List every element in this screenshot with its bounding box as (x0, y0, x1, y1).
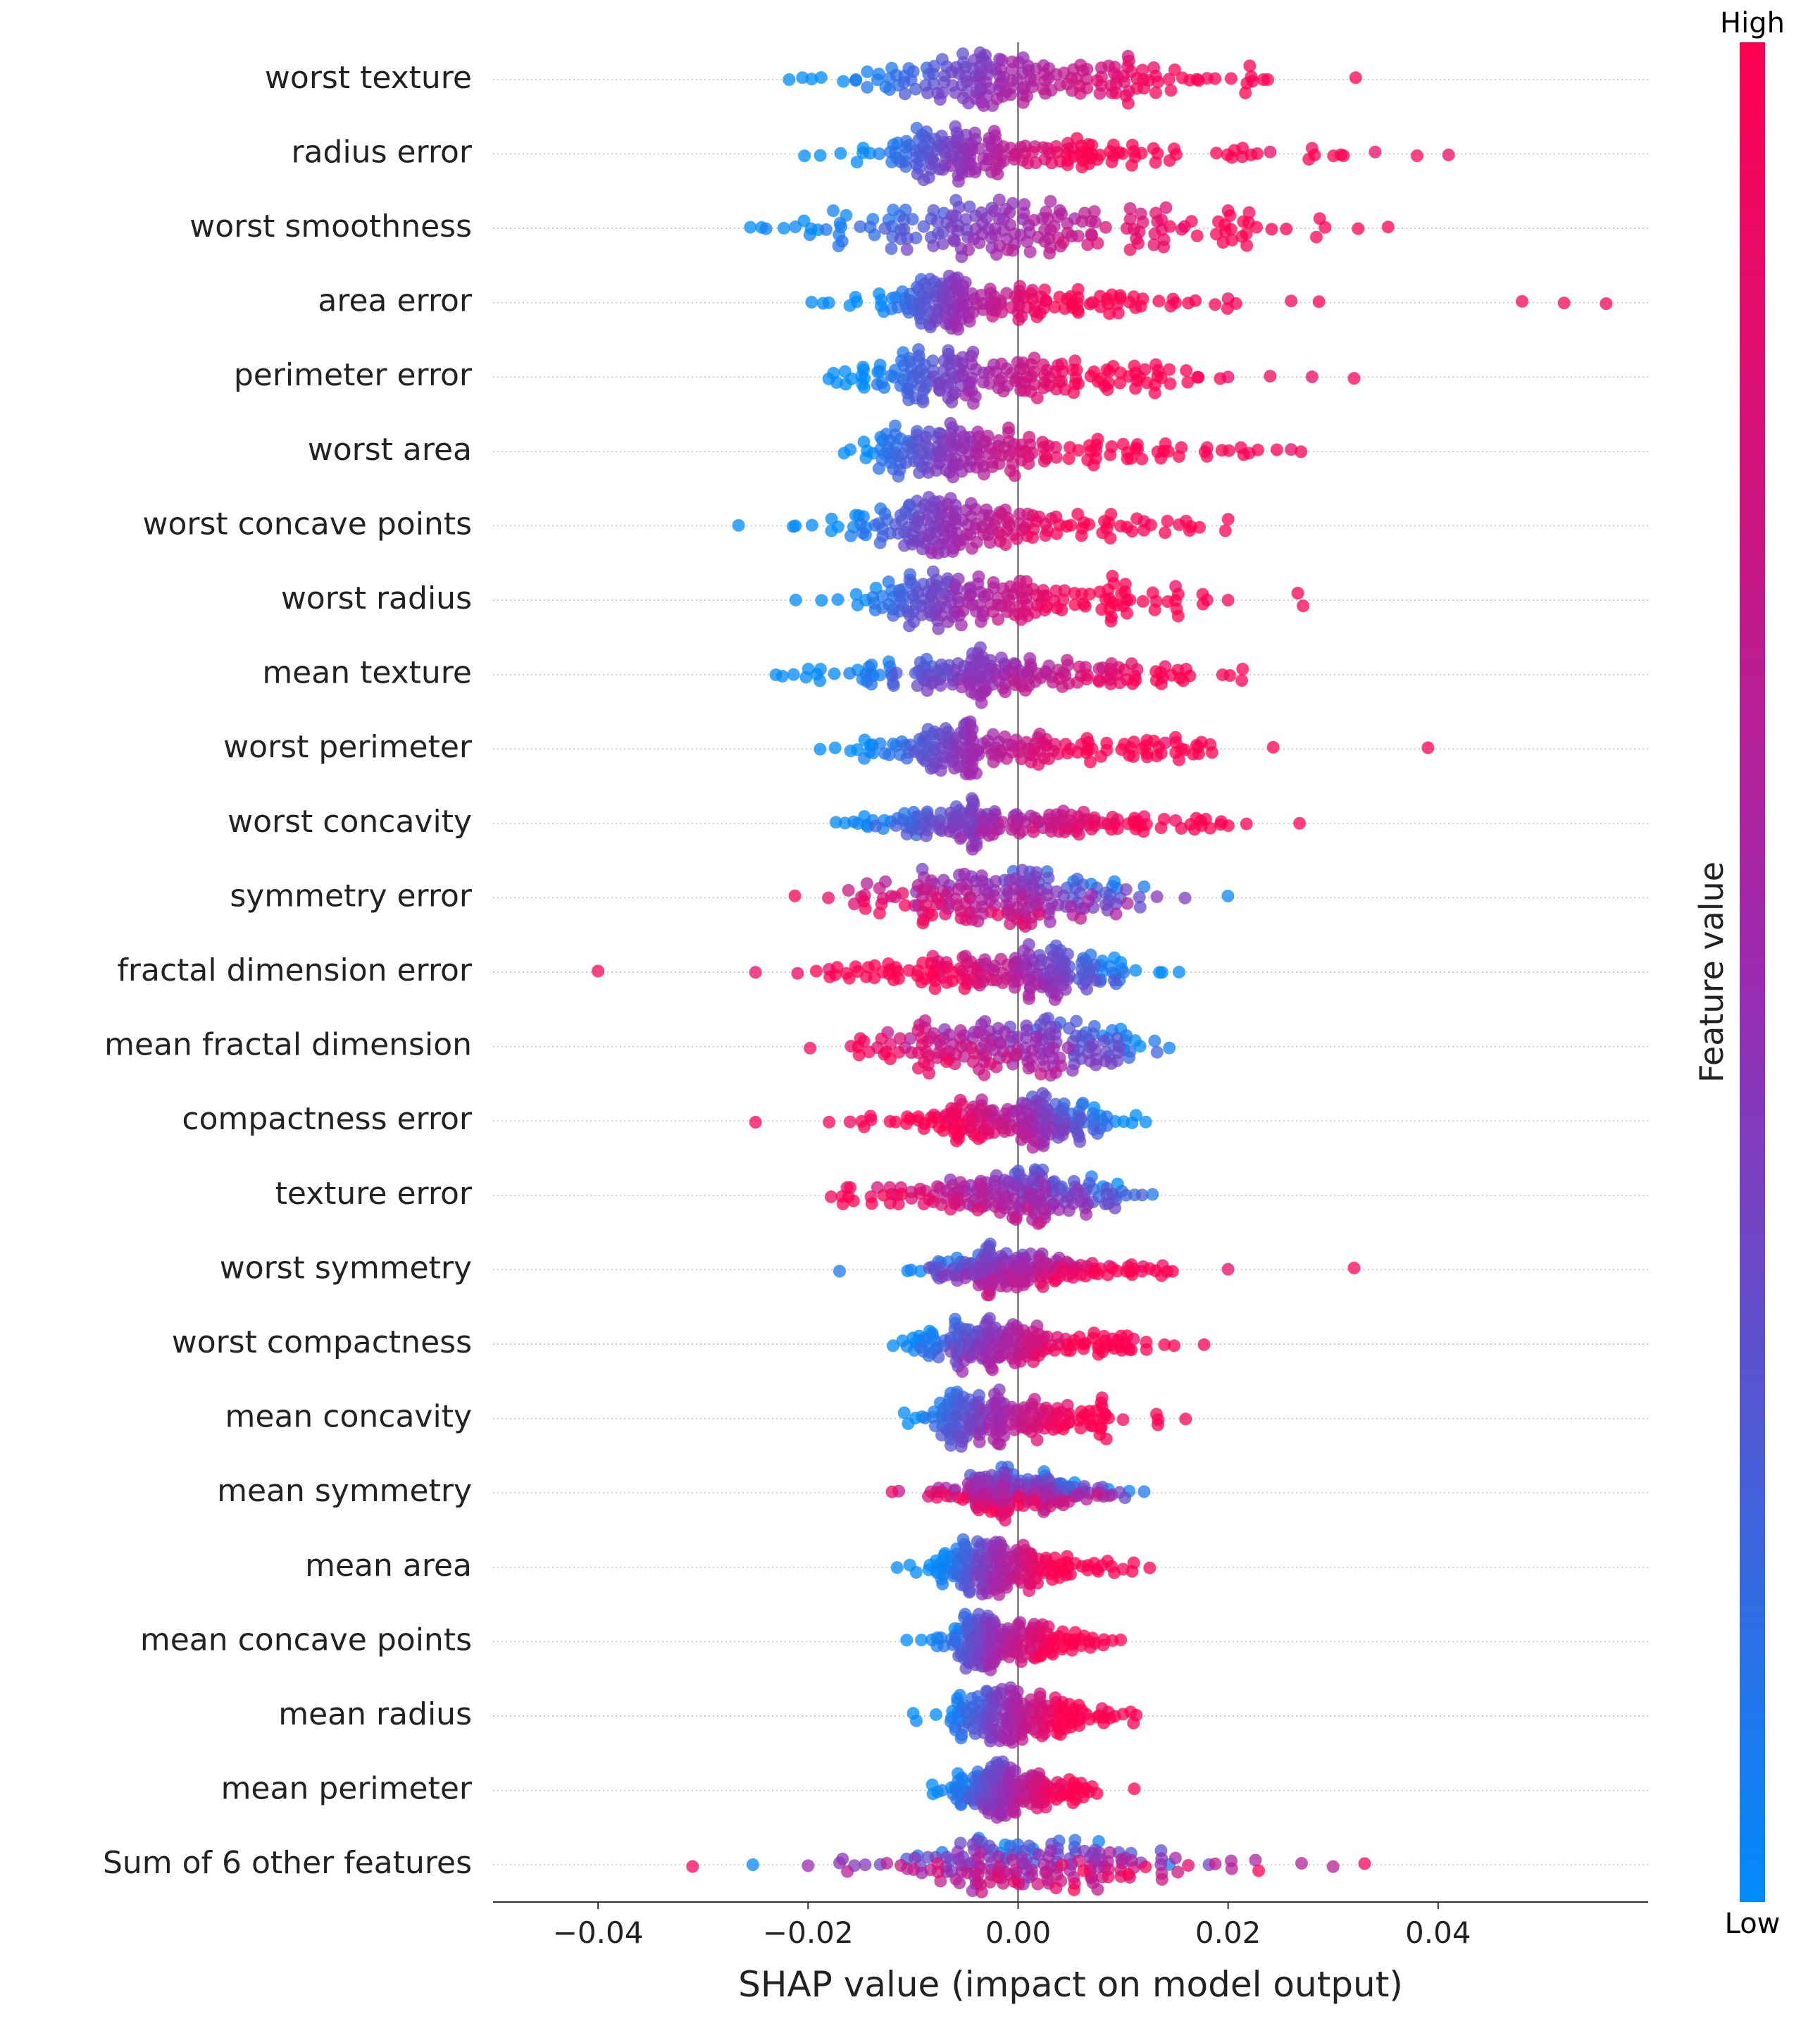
feature-label: worst concavity (228, 804, 472, 840)
x-tick-label: 0.02 (1195, 1915, 1261, 1950)
feature-label: mean fractal dimension (104, 1027, 472, 1063)
feature-label: fractal dimension error (117, 952, 473, 988)
feature-label: mean radius (278, 1696, 472, 1732)
feature-label: mean area (305, 1548, 472, 1584)
x-axis-label: SHAP value (impact on model output) (738, 1964, 1403, 2005)
feature-label: symmetry error (230, 878, 473, 914)
feature-label: worst smoothness (189, 209, 472, 244)
x-tick-label: 0.04 (1405, 1915, 1471, 1950)
feature-label: worst area (308, 432, 472, 468)
feature-label: worst perimeter (223, 729, 473, 765)
feature-label: worst compactness (172, 1324, 472, 1360)
feature-label: worst radius (281, 580, 472, 616)
colorbar-axis-label: Feature value (1693, 862, 1731, 1083)
shap-svg: worst texture radius error worst smoothnes… (0, 0, 1820, 2026)
feature-label: area error (318, 283, 473, 319)
shap-summary-plot: worst texture radius error worst smoothnes… (0, 0, 1820, 2026)
x-tick-label: 0.00 (985, 1915, 1052, 1950)
feature-label: mean symmetry (217, 1473, 472, 1509)
feature-label: mean concave points (140, 1622, 472, 1658)
feature-label: worst texture (265, 60, 472, 96)
feature-label: mean texture (262, 655, 472, 691)
feature-label: mean perimeter (221, 1771, 473, 1807)
feature-label: radius error (291, 134, 472, 170)
colorbar-low-label: Low (1725, 1908, 1781, 1940)
colorbar-high-label: High (1720, 7, 1785, 39)
feature-label: perimeter error (234, 357, 473, 393)
feature-label: worst symmetry (220, 1250, 472, 1286)
feature-label: compactness error (182, 1101, 473, 1137)
feature-label: Sum of 6 other features (103, 1845, 472, 1881)
feature-label: texture error (275, 1176, 473, 1212)
x-tick-label: −0.02 (763, 1915, 854, 1950)
feature-label: worst concave points (142, 506, 472, 542)
feature-label: mean concavity (225, 1399, 472, 1435)
x-tick-label: −0.04 (553, 1915, 644, 1950)
